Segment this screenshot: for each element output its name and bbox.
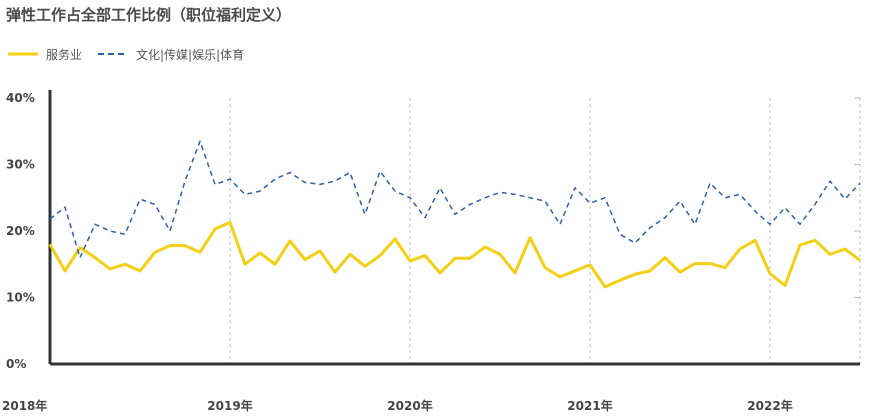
x-tick-label-1: 2019年 xyxy=(207,398,252,413)
y-tick-label-2: 20% xyxy=(6,224,35,238)
legend: 服务业 文化|传媒|娱乐|体育 xyxy=(8,44,260,64)
series-line-culture xyxy=(49,140,861,259)
chart-title: 弹性工作占全部工作比例（职位福利定义） xyxy=(6,6,292,24)
x-tick-label-4: 2022年 xyxy=(747,398,792,413)
x-tick-label-3: 2021年 xyxy=(567,398,612,413)
x-tick-label-2: 2020年 xyxy=(387,398,432,413)
series-line-services xyxy=(48,220,861,289)
y-tick-label-0: 0% xyxy=(6,357,26,371)
legend-item-culture: 文化|传媒|娱乐|体育 xyxy=(98,46,244,63)
y-tick-label-4: 40% xyxy=(6,91,35,105)
legend-swatch-services xyxy=(8,52,38,56)
y-tick-label-3: 30% xyxy=(6,158,35,172)
legend-swatch-culture xyxy=(98,53,129,55)
x-tick-label-0: 2018年 xyxy=(2,398,47,413)
legend-label-services: 服务业 xyxy=(46,47,83,62)
legend-item-services: 服务业 xyxy=(8,46,82,63)
y-tick-label-1: 10% xyxy=(6,291,35,305)
legend-label-culture: 文化|传媒|娱乐|体育 xyxy=(136,47,245,62)
